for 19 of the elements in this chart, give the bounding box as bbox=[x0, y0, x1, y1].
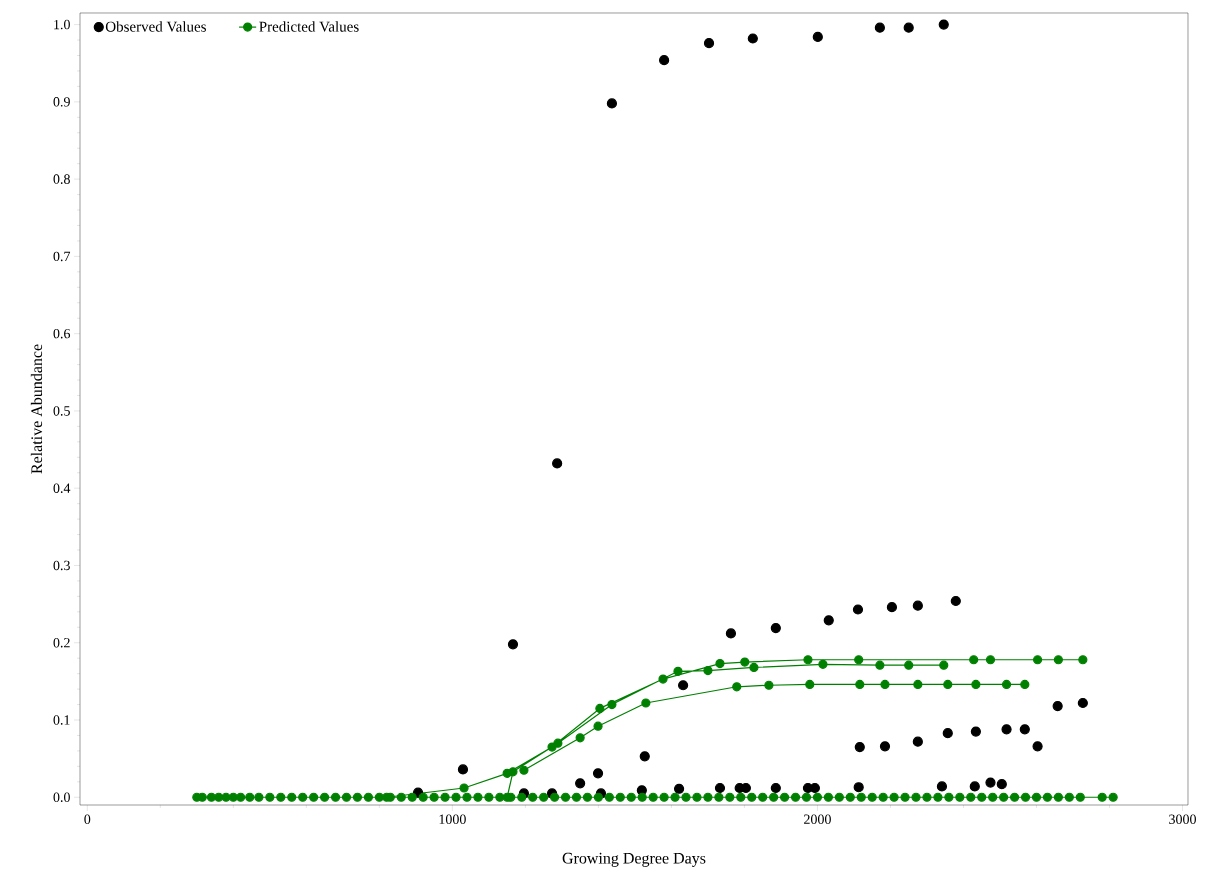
y-tick-label: 0.5 bbox=[53, 406, 70, 416]
x-tick-label: 3000 bbox=[1169, 814, 1196, 824]
legend-label: Predicted Values bbox=[259, 21, 359, 32]
y-tick-label: 0.0 bbox=[53, 792, 70, 803]
legend-label: Observed Values bbox=[105, 21, 206, 32]
y-tick-label: 0.9 bbox=[53, 97, 70, 107]
y-tick-label: 0.7 bbox=[53, 251, 71, 262]
x-tick-label: 1000 bbox=[439, 814, 466, 824]
y-tick-label: 0.4 bbox=[53, 483, 71, 493]
y-axis-title: Relative Abundance bbox=[30, 344, 43, 474]
y-tick-label: 1.0 bbox=[54, 19, 70, 30]
y-tick-label: 0.3 bbox=[53, 560, 70, 571]
y-tick-label: 0.1 bbox=[53, 715, 70, 725]
y-tick-label: 0.8 bbox=[53, 174, 70, 184]
x-axis-title: Growing Degree Days bbox=[562, 852, 706, 867]
y-tick-label: 0.2 bbox=[53, 637, 70, 648]
x-tick-label: 2000 bbox=[804, 814, 831, 824]
y-tick-label: 0.6 bbox=[53, 328, 71, 339]
x-tick-label: 0 bbox=[84, 814, 91, 824]
